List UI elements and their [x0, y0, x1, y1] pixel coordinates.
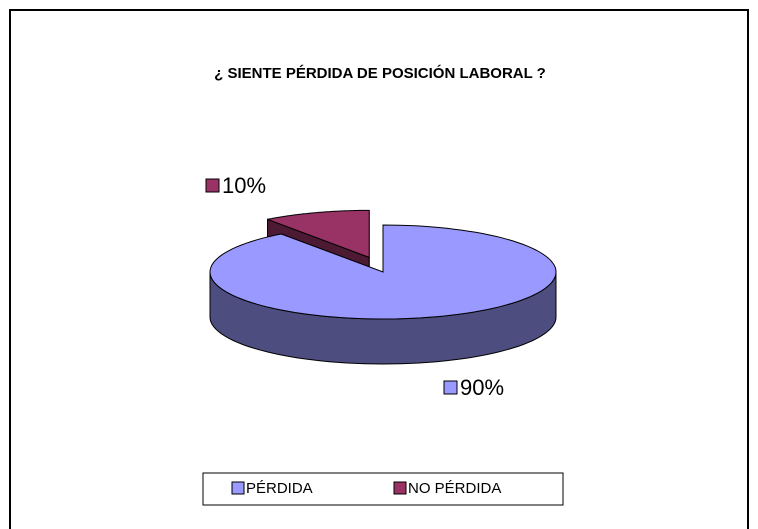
legend-label: NO PÉRDIDA [408, 480, 501, 497]
legend-box [202, 472, 564, 506]
value-label-key [205, 178, 220, 193]
chart-frame [9, 9, 749, 529]
chart-title: ¿ SIENTE PÉRDIDA DE POSICIÓN LABORAL ? [214, 64, 546, 82]
legend-swatch [231, 481, 245, 495]
slice [209, 224, 557, 320]
value-label: 10% [222, 173, 266, 198]
legend-label: PÉRDIDA [246, 480, 313, 497]
value-label-key [443, 380, 458, 395]
value-label: 90% [460, 375, 504, 400]
legend-swatch [393, 481, 407, 495]
slice [267, 209, 370, 259]
